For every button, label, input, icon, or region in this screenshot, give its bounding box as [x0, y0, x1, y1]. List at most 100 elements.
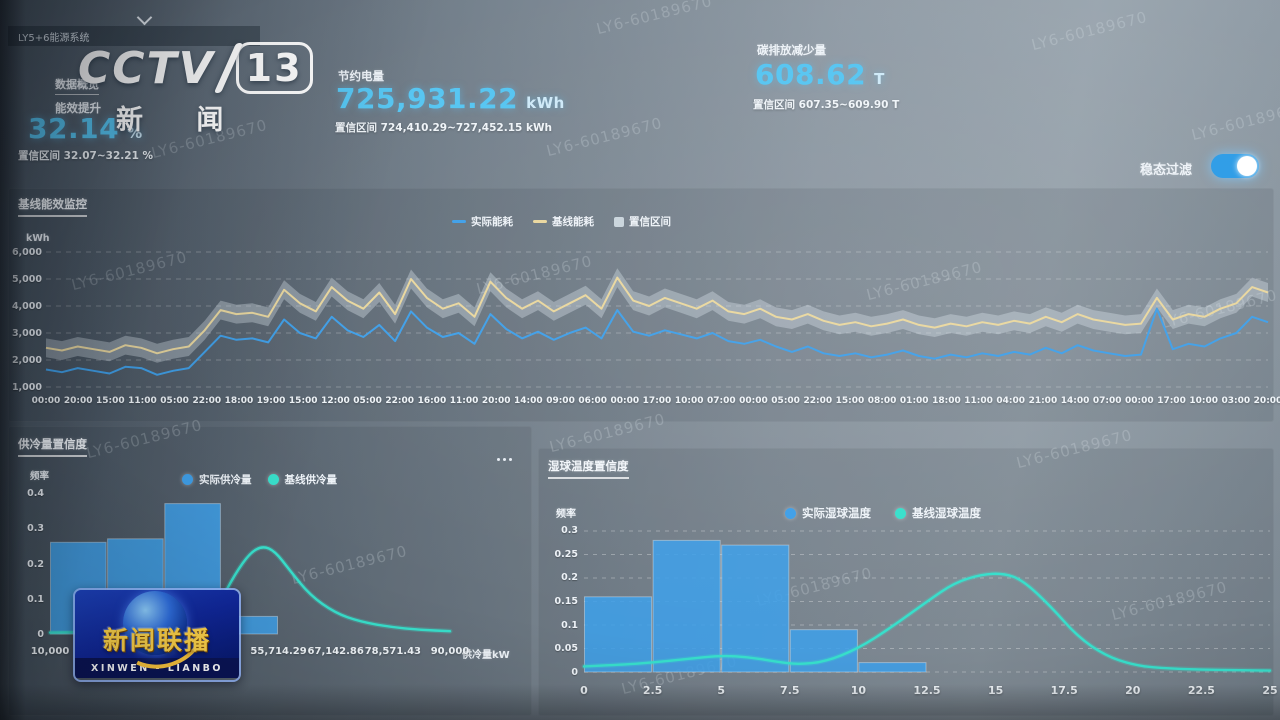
cooling-y-axis: 0.4 0.3 0.2 0.1 0	[14, 488, 44, 640]
legend-label: 基线湿球温度	[912, 506, 981, 520]
y-tick: 0.1	[561, 619, 578, 631]
legend-marker-icon	[895, 507, 906, 519]
x-tick: 05:00	[771, 396, 800, 406]
x-tick: 09:00	[546, 396, 575, 406]
x-tick: 20	[1125, 684, 1141, 697]
wetbulb-y-axis-label: 频率	[556, 509, 576, 520]
x-tick: 90,000	[430, 646, 470, 657]
xinwen-lianbo-badge: 新闻联播 XINWEN - LIANBO	[73, 588, 241, 682]
x-tick: 10,000	[30, 646, 70, 657]
kpi-carbon-number: 608.62	[755, 58, 867, 91]
x-tick: 00:00	[31, 396, 61, 406]
x-tick: 11:00	[964, 396, 993, 406]
x-tick: 14:00	[1060, 396, 1090, 406]
legend-item[interactable]: 置信区间	[614, 214, 671, 229]
y-tick: 0.1	[27, 593, 44, 605]
x-tick: 05:00	[160, 396, 189, 406]
cooling-y-axis-label: 频率	[30, 471, 50, 482]
x-tick: 07:00	[1092, 396, 1122, 406]
x-tick: 55,714.29	[250, 646, 307, 657]
energy-y-axis-label: kWh	[26, 233, 50, 244]
y-tick: 0.2	[27, 558, 44, 570]
watermark-text: LY6-60189670	[544, 113, 665, 161]
kpi-efficiency-ci: 置信区间 32.07~32.21 %	[18, 150, 154, 162]
x-tick: 15:00	[288, 396, 318, 406]
legend-item[interactable]: 基线供冷量	[267, 472, 337, 487]
steady-filter-toggle[interactable]	[1211, 154, 1259, 178]
steady-filter-label: 稳态过滤	[1140, 163, 1193, 178]
kpi-energy-number: 725,931.22	[336, 82, 519, 115]
energy-monitor-title: 基线能效监控	[18, 196, 87, 217]
x-tick: 00:00	[739, 396, 768, 406]
histogram-bar	[652, 539, 721, 673]
x-tick: 15	[987, 684, 1004, 697]
watermark-text: LY6-60189670	[1189, 97, 1280, 145]
x-tick: 22:00	[385, 396, 415, 406]
x-tick: 18:00	[932, 396, 961, 406]
legend-label: 实际供冷量	[199, 474, 252, 486]
y-tick: 1,000	[11, 382, 42, 393]
x-tick: 12.5	[913, 684, 941, 697]
x-tick: 15:00	[835, 396, 865, 406]
kpi-carbon-ci: 置信区间 607.35~609.90 T	[753, 99, 900, 111]
y-tick: 0.3	[561, 525, 578, 536]
more-options-icon[interactable]	[497, 458, 512, 461]
x-tick: 20:00	[481, 396, 511, 406]
histogram-bar	[858, 662, 927, 673]
y-tick: 2,000	[11, 355, 42, 366]
watermark-text: LY6-60189670	[594, 0, 715, 39]
cooling-legend: 实际供冷量 基线供冷量	[182, 472, 337, 487]
legend-item[interactable]: 实际供冷量	[182, 472, 252, 487]
wetbulb-y-axis: 0.3 0.25 0.2 0.15 0.1 0.05 0	[544, 525, 578, 678]
legend-label: 实际湿球温度	[802, 506, 871, 520]
kpi-carbon-unit: T	[874, 70, 885, 88]
y-tick: 0.3	[27, 523, 44, 535]
histogram-bar	[584, 596, 653, 673]
wetbulb-chart	[581, 530, 1273, 674]
watermark-text: LY6-60189670	[1029, 7, 1150, 55]
x-tick: 14:00	[514, 396, 543, 406]
cctv-wordmark: CCTV	[78, 42, 215, 94]
y-tick: 3,000	[11, 328, 42, 339]
x-tick: 0	[580, 684, 588, 697]
x-tick: 22.5	[1187, 684, 1215, 697]
y-tick: 5,000	[11, 274, 42, 285]
wetbulb-legend: 实际湿球温度 基线湿球温度	[785, 505, 981, 521]
chevron-down-icon[interactable]	[136, 9, 153, 26]
kpi-energy-unit: kWh	[526, 94, 565, 112]
x-tick: 22:00	[803, 396, 833, 406]
x-tick: 16:00	[417, 396, 447, 406]
y-tick: 0.15	[554, 595, 578, 607]
kpi-energy-ci: 置信区间 724,410.29~727,452.15 kWh	[335, 122, 552, 134]
cctv-channel-name: 新 闻	[116, 105, 246, 136]
legend-item[interactable]: 实际湿球温度	[785, 505, 871, 521]
legend-marker-icon	[533, 220, 547, 223]
cctv-channel-number: 13	[235, 42, 313, 94]
legend-label: 基线能耗	[552, 216, 594, 228]
x-tick: 12:00	[321, 396, 350, 406]
legend-item[interactable]: 实际能耗	[452, 214, 513, 229]
x-tick: 20:00	[1253, 396, 1280, 406]
histogram-bar	[721, 544, 790, 673]
kpi-energy-value: 725,931.22 kWh	[336, 82, 565, 115]
legend-marker-icon	[452, 220, 466, 223]
kpi-carbon-label: 碳排放减少量	[757, 43, 826, 57]
y-tick: 0.25	[554, 548, 578, 560]
x-tick: 21:00	[1028, 396, 1058, 406]
x-tick: 7.5	[780, 684, 800, 697]
x-tick: 25	[1262, 684, 1278, 697]
xwlb-badge-top: 新闻联播	[75, 590, 239, 680]
x-tick: 00:00	[1125, 396, 1154, 406]
legend-marker-icon	[614, 216, 624, 227]
x-tick: 2.5	[642, 684, 663, 697]
x-tick: 20:00	[63, 396, 93, 406]
x-tick: 05:00	[353, 396, 382, 406]
x-tick: 17:00	[1157, 396, 1186, 406]
legend-item[interactable]: 基线能耗	[533, 214, 594, 229]
legend-item[interactable]: 基线湿球温度	[895, 505, 981, 521]
kpi-carbon-value: 608.62 T	[755, 58, 885, 91]
cctv13-logo: CCTV 13 新 闻	[78, 42, 313, 137]
x-tick: 78,571.43	[364, 646, 421, 657]
legend-marker-icon	[267, 474, 279, 485]
